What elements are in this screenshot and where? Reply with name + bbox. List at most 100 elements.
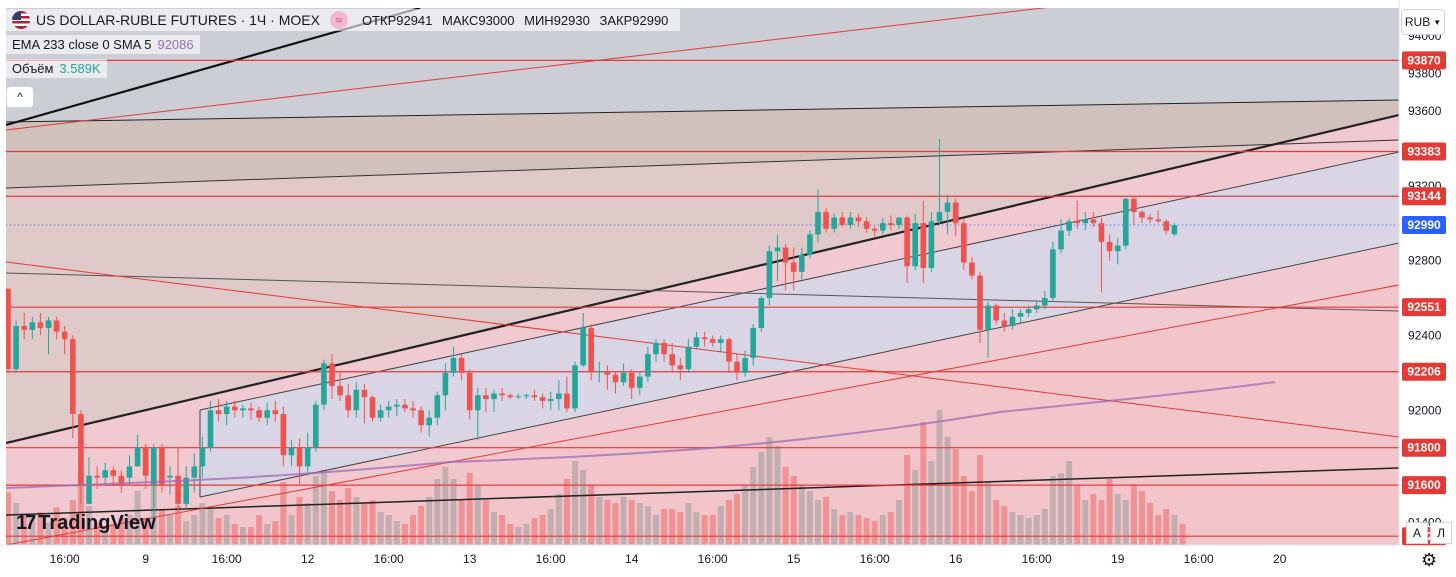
volume-bar [968, 491, 975, 545]
time-axis[interactable]: 16:00 9 16:00 12 16:00 13 16:00 14 16:00 15 16:00 1… [0, 544, 1399, 577]
volume-bar [280, 482, 287, 545]
candle-body [758, 298, 765, 328]
price-axis[interactable]: 9400093800936009340093200928009240092000… [1398, 0, 1456, 577]
volume-bar [110, 524, 117, 545]
time-tick-label: 16:00 [50, 552, 80, 566]
candle-body [944, 202, 951, 212]
current-price-label: 92990 [1407, 218, 1441, 232]
collapse-legend-button[interactable]: ^ [6, 86, 34, 108]
chart-legend: US DOLLAR-RUBLE FUTURES · 1Ч · MOEX ≈ ОТ… [6, 8, 681, 108]
candle-body [29, 322, 36, 330]
open-label: ОТКР [361, 12, 397, 28]
volume-bar [636, 503, 643, 545]
volume-bar [766, 437, 773, 545]
candle-body [612, 374, 619, 383]
candle-body [896, 217, 902, 226]
candle-body [637, 376, 643, 388]
candle-body [21, 326, 27, 330]
volume-bar [337, 500, 344, 545]
channel-line [199, 151, 1399, 411]
volume-bar [628, 500, 635, 545]
volume-bar [37, 512, 44, 545]
candle-body [515, 396, 522, 398]
tradingview-logo[interactable]: 17 TradingView [16, 512, 156, 535]
indicator-value: 92086 [157, 36, 194, 52]
volume-bar [790, 476, 797, 545]
red-diagonal-line [6, 284, 1399, 545]
volume-bar [1122, 500, 1129, 545]
auto-scale-button[interactable]: A [1406, 522, 1428, 544]
ema-line [6, 381, 1276, 489]
volume-bar [1066, 461, 1073, 545]
candle-body [969, 262, 975, 276]
time-tick-label: 16:00 [1022, 552, 1052, 566]
candle-body [742, 357, 748, 373]
candle-body [888, 223, 894, 226]
candle-body [920, 223, 927, 269]
volume-bar [1114, 494, 1121, 545]
level-price-tag [1402, 476, 1446, 495]
volume-bar [1017, 515, 1024, 545]
candle-body [483, 395, 489, 400]
volume-bar [1171, 515, 1178, 545]
symbol-title[interactable]: US DOLLAR-RUBLE FUTURES · 1Ч · MOEX [36, 12, 320, 28]
volume-bar [377, 512, 384, 545]
gear-icon[interactable]: ⚙ [1421, 550, 1438, 570]
volume-bar [191, 515, 198, 545]
candle-body [466, 372, 473, 411]
log-scale-button[interactable]: Л [1430, 522, 1452, 544]
currency-button[interactable]: RUB ▼ [1401, 9, 1445, 35]
candle-body [272, 410, 279, 415]
indicator-chip[interactable]: EMA 233 close 0 SMA 5 92086 [6, 34, 200, 54]
close-label: ЗАКР [599, 12, 633, 28]
volume-bar [734, 494, 740, 545]
volume-bar [207, 509, 214, 545]
candle-body [847, 217, 854, 226]
candle-body [993, 305, 999, 321]
volume-bar [896, 500, 902, 545]
time-tick-label: 15 [787, 552, 801, 566]
candle-body [288, 447, 295, 456]
red-diagonal-line [6, 8, 1048, 131]
tradingview-text: TradingView [38, 512, 156, 534]
red-diagonal-line [6, 261, 1399, 438]
volume-chip[interactable]: Объём 3.589K [6, 58, 107, 78]
time-tick-label: 13 [463, 552, 477, 566]
candle-body [175, 475, 181, 504]
volume-bar [53, 507, 60, 545]
compare-icon[interactable]: ≈ [329, 11, 348, 29]
volume-bar [223, 515, 230, 545]
time-tick-label: 16:00 [1184, 552, 1214, 566]
candle-body [475, 395, 481, 411]
channel-line [199, 242, 1399, 498]
price-tick-label: 92000 [1408, 403, 1442, 417]
level-price-tag [1402, 298, 1446, 317]
candle-body [142, 447, 149, 476]
currency-label: RUB [1404, 15, 1431, 29]
candle-body [547, 399, 554, 401]
volume-bar [491, 512, 497, 545]
open-value: 92941 [396, 12, 433, 28]
candle-body [823, 211, 829, 229]
candle-body [321, 363, 327, 405]
volume-bar [563, 479, 570, 545]
volume-bar [725, 500, 732, 545]
level-price-label: 92206 [1407, 365, 1441, 379]
volume-bar [393, 521, 400, 545]
volume-bar [329, 491, 335, 545]
symbol-title-chip[interactable]: US DOLLAR-RUBLE FUTURES · 1Ч · MOEX ≈ ОТ… [6, 9, 681, 31]
volume-bar [774, 446, 781, 545]
close-value: 92990 [632, 12, 669, 28]
candle-body [1009, 316, 1016, 327]
candle-body [556, 393, 562, 400]
candle-body [126, 466, 133, 478]
candle-body [1139, 211, 1145, 218]
trend-line [6, 272, 1399, 312]
volume-bar [369, 500, 376, 545]
volume-value: 3.589K [59, 60, 101, 76]
volume-bar [1049, 476, 1056, 545]
trend-line-bold [6, 113, 1399, 445]
candle-body [418, 410, 424, 426]
volume-bar [450, 479, 457, 545]
